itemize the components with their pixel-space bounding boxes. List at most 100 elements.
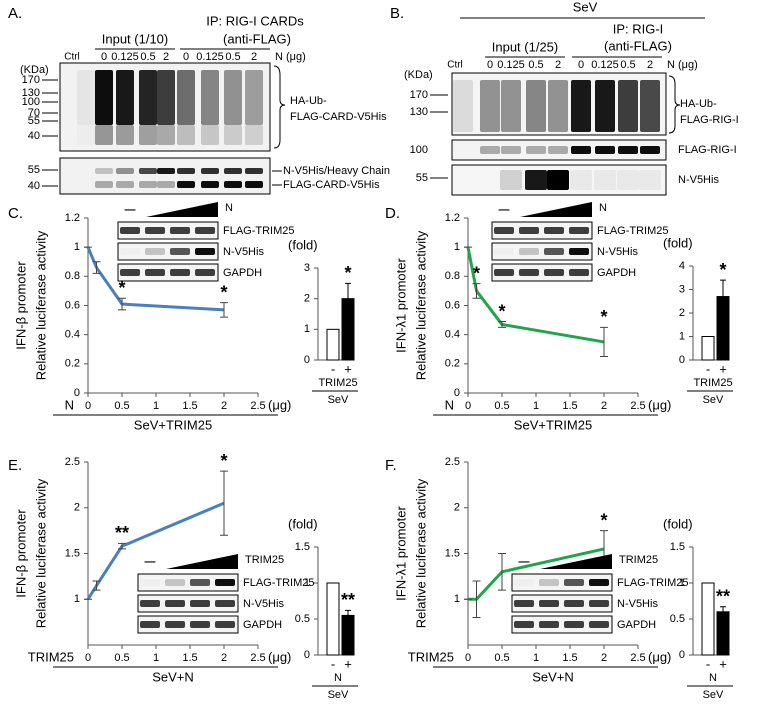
blot-band [564,579,584,586]
blot-band [564,600,584,607]
label: TRIM25 [619,554,658,566]
label: N (μg) [667,59,698,71]
label: 2.5 [250,400,265,412]
blot-band [201,181,219,188]
label: 0 [679,354,685,366]
label: 0.6 [65,299,80,311]
label: 0 [85,652,91,664]
label: (fold) [288,516,318,531]
label: SeV+N [152,669,194,684]
label: 1 [454,241,460,253]
label: (μg) [268,649,291,664]
label: HA-Ub- [290,95,327,107]
label: + [719,656,727,671]
error-bar [220,470,228,536]
data-line [86,501,225,601]
error-bar [345,609,351,616]
bar [341,614,355,656]
blot-band [139,168,157,174]
label: ** [115,523,129,543]
label: 2 [221,400,227,412]
blot-band [639,170,661,190]
blot-band [177,125,195,145]
blot-band [224,181,242,188]
blot-band [544,269,564,276]
label: 2 [679,307,685,319]
label: + [344,361,352,376]
label: ** [341,590,355,610]
error-bar [498,321,506,328]
blot-band [224,70,242,125]
blot-band [120,227,140,234]
blot-band [170,248,190,255]
label: 1 [533,400,539,412]
blot-band [224,125,242,145]
label: 3 [304,262,310,274]
blot-band [570,170,592,190]
blot-band [177,181,195,188]
label: 2 [647,59,653,71]
label: 1 [74,241,80,253]
blot-band [245,181,263,188]
blot-band [526,146,546,154]
error-bar [220,302,228,318]
label: SeV [328,394,349,406]
label: - [706,361,710,376]
inset-blot [491,242,593,261]
label: 1.5 [445,547,460,559]
label: IFN-β promoter [13,509,28,598]
error-bar [498,553,506,591]
label: * [220,451,227,471]
blot-band [548,80,568,132]
label: 4 [679,260,685,272]
label: (μg) [648,397,671,412]
label: 0.125 [111,51,139,63]
data-line [86,246,225,312]
blot-band [165,600,185,607]
blot-band [224,168,242,174]
label: FLAG-CARD-V5His [283,179,380,191]
label: 0 [679,649,685,661]
label: (μg) [268,397,291,412]
blot-band [190,621,210,628]
label: — [125,204,136,216]
label: 2 [74,502,80,514]
blot-band [618,146,638,154]
label: (fold) [288,237,318,252]
blot-band [480,80,500,132]
brace [273,65,286,149]
blot-band [215,621,235,628]
label: 0.4 [65,329,80,341]
label: 0.4 [445,329,460,341]
label: 0 [74,387,80,399]
blot-band [494,269,514,276]
error-bar [472,283,481,299]
bar [326,328,340,361]
blot-band [116,70,134,125]
label: Relative luciferase activity [413,478,428,628]
label: * [600,307,607,327]
blot-band [190,600,210,607]
inset-blot [511,594,613,613]
blot-band [77,125,95,145]
blot-band [589,621,609,628]
blot-band [215,600,235,607]
label: 0.5 [670,613,685,625]
blot-band [514,579,534,586]
blot-band [145,227,165,234]
label: 1.2 [445,212,460,224]
label: 1 [74,593,80,605]
label: 0.2 [65,358,80,370]
label: 2 [555,59,561,71]
blot-band [165,621,185,628]
inset-blot [117,242,219,261]
blot-band [145,248,165,255]
label: 0.2 [445,358,460,370]
label: 2 [221,652,227,664]
label: Input (1/10) [102,31,169,46]
label: 0.5 [114,400,129,412]
label: 0.125 [591,59,619,71]
blot-band [157,181,175,188]
label: 130 [410,106,428,118]
